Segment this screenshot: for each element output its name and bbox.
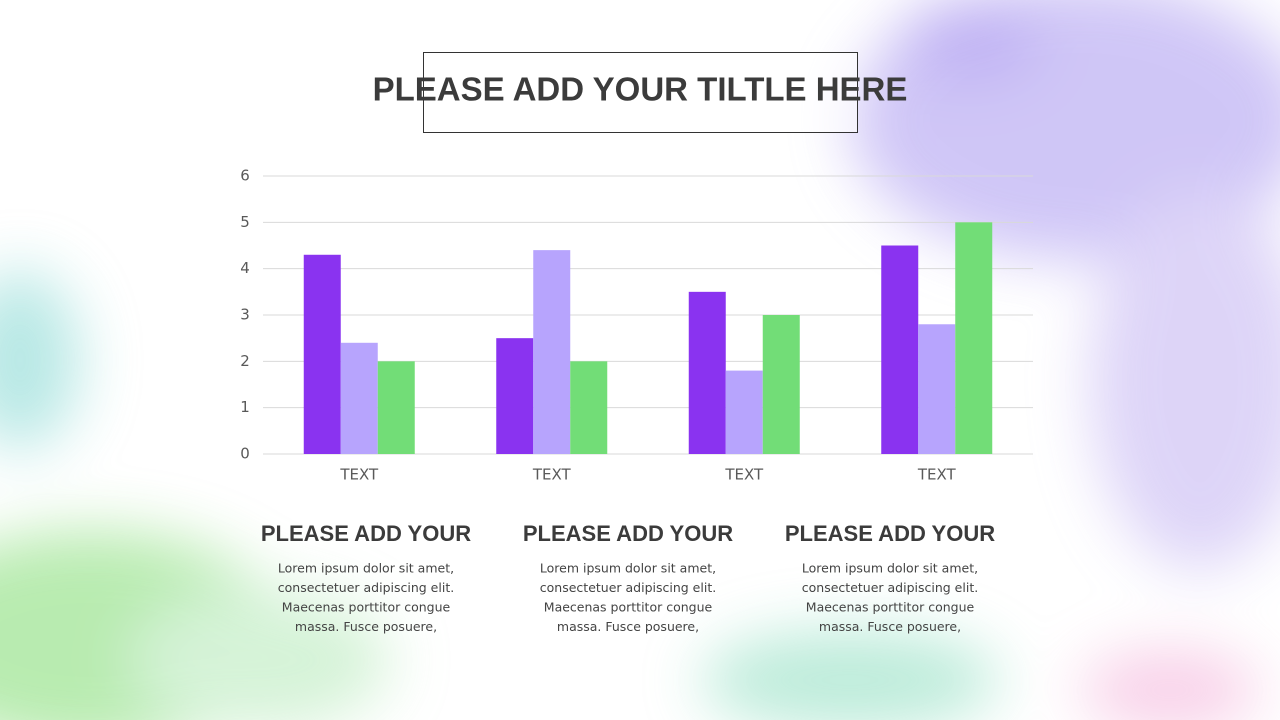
bar bbox=[340, 342, 378, 454]
bar bbox=[725, 370, 763, 454]
y-tick-label: 4 bbox=[240, 259, 250, 277]
block-text: Maecenas porttitor congue bbox=[544, 600, 713, 615]
block-text: massa. Fusce posuere, bbox=[295, 619, 437, 634]
block-heading: PLEASE ADD YOUR bbox=[261, 521, 471, 546]
title-box bbox=[423, 52, 858, 133]
block-text: consectetuer adipiscing elit. bbox=[278, 580, 454, 595]
bar bbox=[377, 361, 415, 454]
block-text: massa. Fusce posuere, bbox=[557, 619, 699, 634]
block-text: Maecenas porttitor congue bbox=[282, 600, 451, 615]
block-text: consectetuer adipiscing elit. bbox=[540, 580, 716, 595]
block-heading: PLEASE ADD YOUR bbox=[523, 521, 733, 546]
block-heading: PLEASE ADD YOUR bbox=[785, 521, 995, 546]
bar bbox=[533, 250, 571, 454]
y-tick-label: 1 bbox=[240, 398, 250, 416]
y-tick-label: 2 bbox=[240, 352, 250, 370]
bar bbox=[955, 222, 993, 454]
block-text: massa. Fusce posuere, bbox=[819, 619, 961, 634]
y-tick-label: 6 bbox=[240, 167, 250, 185]
y-tick-label: 3 bbox=[240, 306, 250, 324]
bar bbox=[688, 291, 726, 454]
x-tick-label: TEXT bbox=[917, 466, 957, 484]
block-text: Lorem ipsum dolor sit amet, bbox=[802, 561, 978, 576]
y-tick-label: 0 bbox=[240, 445, 250, 463]
bar bbox=[303, 254, 341, 454]
slide-title: PLEASE ADD YOUR TILTLE HERE bbox=[373, 71, 908, 108]
y-tick-label: 5 bbox=[240, 213, 250, 231]
bar bbox=[918, 324, 956, 454]
x-tick-label: TEXT bbox=[532, 466, 572, 484]
bar bbox=[570, 361, 608, 454]
block-text: Maecenas porttitor congue bbox=[806, 600, 975, 615]
bar bbox=[762, 315, 800, 454]
block-text: Lorem ipsum dolor sit amet, bbox=[278, 561, 454, 576]
block-text: Lorem ipsum dolor sit amet, bbox=[540, 561, 716, 576]
x-tick-label: TEXT bbox=[724, 466, 764, 484]
bar bbox=[496, 338, 534, 454]
bar bbox=[881, 245, 919, 454]
block-text: consectetuer adipiscing elit. bbox=[802, 580, 978, 595]
x-tick-label: TEXT bbox=[339, 466, 379, 484]
